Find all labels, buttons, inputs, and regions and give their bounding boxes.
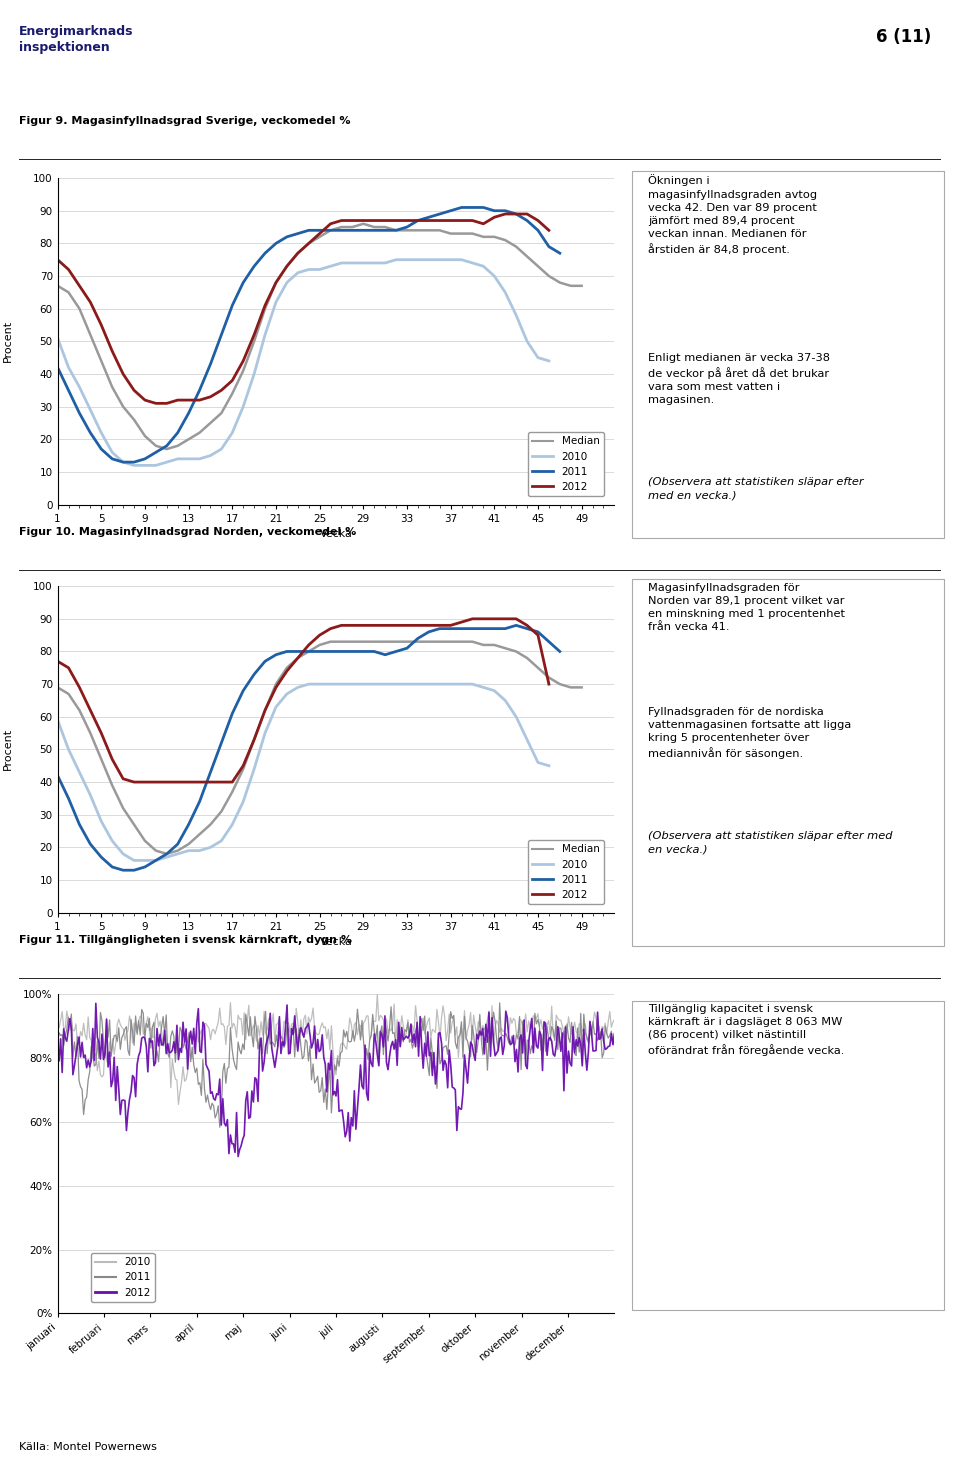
- Text: Figur 11. Tillgängligheten i svensk kärnkraft, dygn %: Figur 11. Tillgängligheten i svensk kärn…: [19, 935, 352, 945]
- Text: Figur 9. Magasinfyllnadsgrad Sverige, veckomedel %: Figur 9. Magasinfyllnadsgrad Sverige, ve…: [19, 116, 350, 126]
- Text: (Observera att statistiken släpar efter med
en vecka.): (Observera att statistiken släpar efter …: [648, 831, 893, 855]
- Text: 6 (11): 6 (11): [876, 28, 931, 46]
- Legend: Median, 2010, 2011, 2012: Median, 2010, 2011, 2012: [528, 432, 604, 496]
- Text: Magasinfyllnadsgraden för
Norden var 89,1 procent vilket var
en minskning med 1 : Magasinfyllnadsgraden för Norden var 89,…: [648, 583, 845, 632]
- Text: Figur 10. Magasinfyllnadsgrad Norden, veckomedel %: Figur 10. Magasinfyllnadsgrad Norden, ve…: [19, 527, 356, 537]
- X-axis label: Vecka: Vecka: [320, 938, 352, 947]
- Text: Tillgänglig kapacitet i svensk
kärnkraft är i dagsläget 8 063 MW
(86 procent) vi: Tillgänglig kapacitet i svensk kärnkraft…: [648, 1003, 845, 1057]
- Text: Källa: Montel Powernews: Källa: Montel Powernews: [19, 1442, 157, 1451]
- Legend: 2010, 2011, 2012: 2010, 2011, 2012: [90, 1252, 155, 1301]
- X-axis label: Vecka: Vecka: [320, 530, 352, 539]
- Text: Ökningen i
magasinfyllnadsgraden avtog
vecka 42. Den var 89 procent
jämfört med : Ökningen i magasinfyllnadsgraden avtog v…: [648, 175, 817, 255]
- Legend: Median, 2010, 2011, 2012: Median, 2010, 2011, 2012: [528, 840, 604, 904]
- FancyBboxPatch shape: [632, 171, 944, 537]
- FancyBboxPatch shape: [632, 579, 944, 945]
- Text: (Observera att statistiken släpar efter
med en vecka.): (Observera att statistiken släpar efter …: [648, 478, 864, 500]
- Y-axis label: Procent: Procent: [3, 321, 13, 362]
- Text: Energimarknads
inspektionen: Energimarknads inspektionen: [19, 25, 133, 55]
- Text: Fyllnadsgraden för de nordiska
vattenmagasinen fortsatte att ligga
kring 5 proce: Fyllnadsgraden för de nordiska vattenmag…: [648, 706, 852, 760]
- FancyBboxPatch shape: [632, 1000, 944, 1310]
- Y-axis label: Procent: Procent: [3, 729, 13, 770]
- Text: Enligt medianen är vecka 37-38
de veckor på året då det brukar
vara som mest vat: Enligt medianen är vecka 37-38 de veckor…: [648, 353, 830, 405]
